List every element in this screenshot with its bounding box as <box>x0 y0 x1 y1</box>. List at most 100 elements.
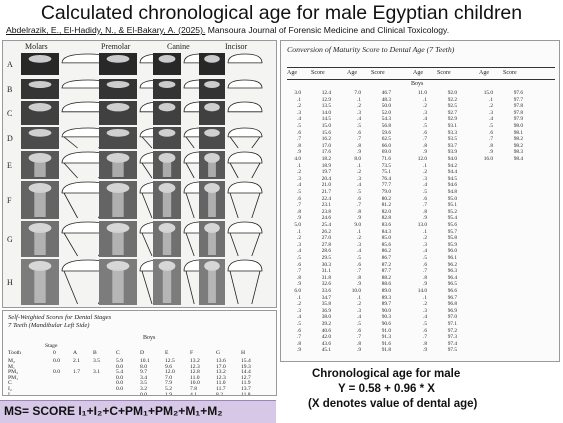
conversion-table: Conversion of Maturity Score to Dental A… <box>280 40 560 362</box>
scores-cell: 19.3 <box>241 363 251 370</box>
scores-cell: 5.9 <box>116 358 123 364</box>
conversion-score-cell: 56.8 <box>381 123 391 129</box>
conversion-age-cell: .3 <box>297 241 301 248</box>
scores-cell: 11.8 <box>241 391 251 396</box>
conversion-age-cell: .2 <box>297 103 301 110</box>
xray-crown <box>204 81 220 88</box>
conversion-score-cell: 92.7 <box>447 109 457 116</box>
conversion-score-cell: 38.0 <box>321 314 331 321</box>
conversion-score-cell: 93.9 <box>447 149 457 156</box>
scores-cell: 12.3 <box>190 363 200 370</box>
conversion-header: Age <box>413 70 423 76</box>
conversion-score-cell: 17.6 <box>321 149 331 156</box>
scores-stage-label: Stage <box>45 343 58 349</box>
conversion-score-cell: 94.2 <box>447 162 457 169</box>
citation-authors: Abdelrazik, E., El-Hadidy, N., & El-Baka… <box>6 25 206 35</box>
conversion-age-cell: .7 <box>357 136 361 143</box>
conversion-age-cell: .3 <box>357 307 361 314</box>
conversion-age-cell: .5 <box>357 189 361 195</box>
conversion-score-cell: 15.6 <box>321 129 331 136</box>
conversion-age-cell: .1 <box>489 96 493 103</box>
conversion-score-cell: 76.4 <box>381 175 391 182</box>
conversion-age-cell: .3 <box>297 175 301 182</box>
conversion-score-cell: 12.4 <box>321 90 331 96</box>
conversion-age-cell: .3 <box>423 175 427 182</box>
conversion-age-cell: .9 <box>489 149 493 156</box>
scores-stage-header: D <box>140 350 145 356</box>
conversion-age-cell: 16.0 <box>483 156 493 162</box>
conversion-score-cell: 98.2 <box>513 142 523 149</box>
conversion-age-cell: .2 <box>357 301 361 308</box>
conversion-age-cell: .2 <box>297 169 301 176</box>
conversion-score-cell: 91.6 <box>381 340 391 347</box>
xray-crown <box>28 223 52 233</box>
conversion-age-cell: .4 <box>357 182 361 189</box>
conversion-score-cell: 13.5 <box>321 103 331 110</box>
scores-cell: 7.8 <box>190 386 197 392</box>
conversion-score-cell: 14.5 <box>321 116 331 123</box>
conversion-age-cell: 13.0 <box>417 222 427 228</box>
scores-caption-line2: 7 Teeth (Mandibular Left Side) <box>8 322 90 329</box>
conversion-score-cell: 97.2 <box>447 327 457 334</box>
conversion-score-cell: 32.6 <box>321 281 331 288</box>
xray-crown <box>106 103 130 112</box>
conversion-score-cell: 18.9 <box>321 162 331 169</box>
conversion-score-cell: 97.3 <box>447 334 457 341</box>
conversion-score-cell: 85.0 <box>381 235 391 242</box>
scores-cell: 8.0 <box>140 363 147 370</box>
scores-cell: 5.2 <box>165 386 172 392</box>
conversion-score-cell: 95.9 <box>447 241 457 248</box>
conversion-age-cell: .1 <box>423 228 427 235</box>
tooth-outline <box>227 127 263 138</box>
conversion-age-cell: .5 <box>357 123 361 129</box>
xray-crown <box>204 223 220 233</box>
scores-cell: 12.5 <box>165 358 175 364</box>
scores-cell: 11.7 <box>216 386 226 392</box>
tooth-root-outline <box>229 192 261 219</box>
xray-crown <box>158 183 176 193</box>
conversion-age-cell: .7 <box>297 334 301 341</box>
conversion-score-cell: 71.6 <box>381 156 391 162</box>
tooth-root-outline <box>229 136 261 149</box>
scores-cell: 3.5 <box>93 358 100 364</box>
conversion-score-cell: 87.2 <box>381 261 391 268</box>
conversion-age-cell: 7.0 <box>354 90 361 96</box>
scores-cell: 15.4 <box>241 358 251 364</box>
xray-crown <box>28 81 52 88</box>
conversion-age-cell: .9 <box>297 281 301 288</box>
xray-crown <box>28 153 52 163</box>
conversion-age-cell: .5 <box>297 321 301 327</box>
tooth-outline <box>227 79 263 89</box>
conversion-score-cell: 97.6 <box>513 90 523 96</box>
conversion-age-cell: .2 <box>297 235 301 242</box>
conversion-age-cell: .4 <box>489 116 493 123</box>
xray-crown <box>106 261 130 271</box>
conversion-score-cell: 95.8 <box>447 235 457 242</box>
conversion-score-cell: 97.8 <box>513 109 523 116</box>
conversion-age-cell: .3 <box>489 109 493 116</box>
conversion-score-cell: 24.6 <box>321 215 331 222</box>
scores-caption-line1: Self-Weighted Scores for Dental Stages <box>8 314 112 321</box>
scores-cell: 9.6 <box>165 363 172 370</box>
scores-cell: 11.9 <box>241 380 251 387</box>
xray-crown <box>204 183 220 193</box>
conversion-age-cell: .5 <box>357 321 361 327</box>
conversion-age-cell: .6 <box>297 327 301 334</box>
conversion-age-cell: .7 <box>423 202 427 209</box>
scores-cell: 0.0 <box>140 391 147 396</box>
tooth-outline <box>227 151 263 164</box>
xray-root <box>208 191 216 217</box>
conversion-score-cell: 34.7 <box>321 294 331 301</box>
regression-line3: (X denotes value of dental age) <box>308 398 478 410</box>
conversion-age-cell: .9 <box>357 281 361 288</box>
conversion-age-cell: .4 <box>423 116 427 123</box>
tooth-outline <box>227 101 263 113</box>
xray-crown <box>158 129 176 137</box>
conversion-age-cell: .6 <box>423 129 427 136</box>
conversion-score-cell: 48.3 <box>381 96 391 103</box>
conversion-score-cell: 36.9 <box>321 307 331 314</box>
conversion-score-cell: 96.8 <box>447 301 457 308</box>
scores-stage-header: E <box>165 350 169 356</box>
conversion-age-cell: .9 <box>297 347 301 354</box>
conversion-score-cell: 98.0 <box>513 123 523 129</box>
